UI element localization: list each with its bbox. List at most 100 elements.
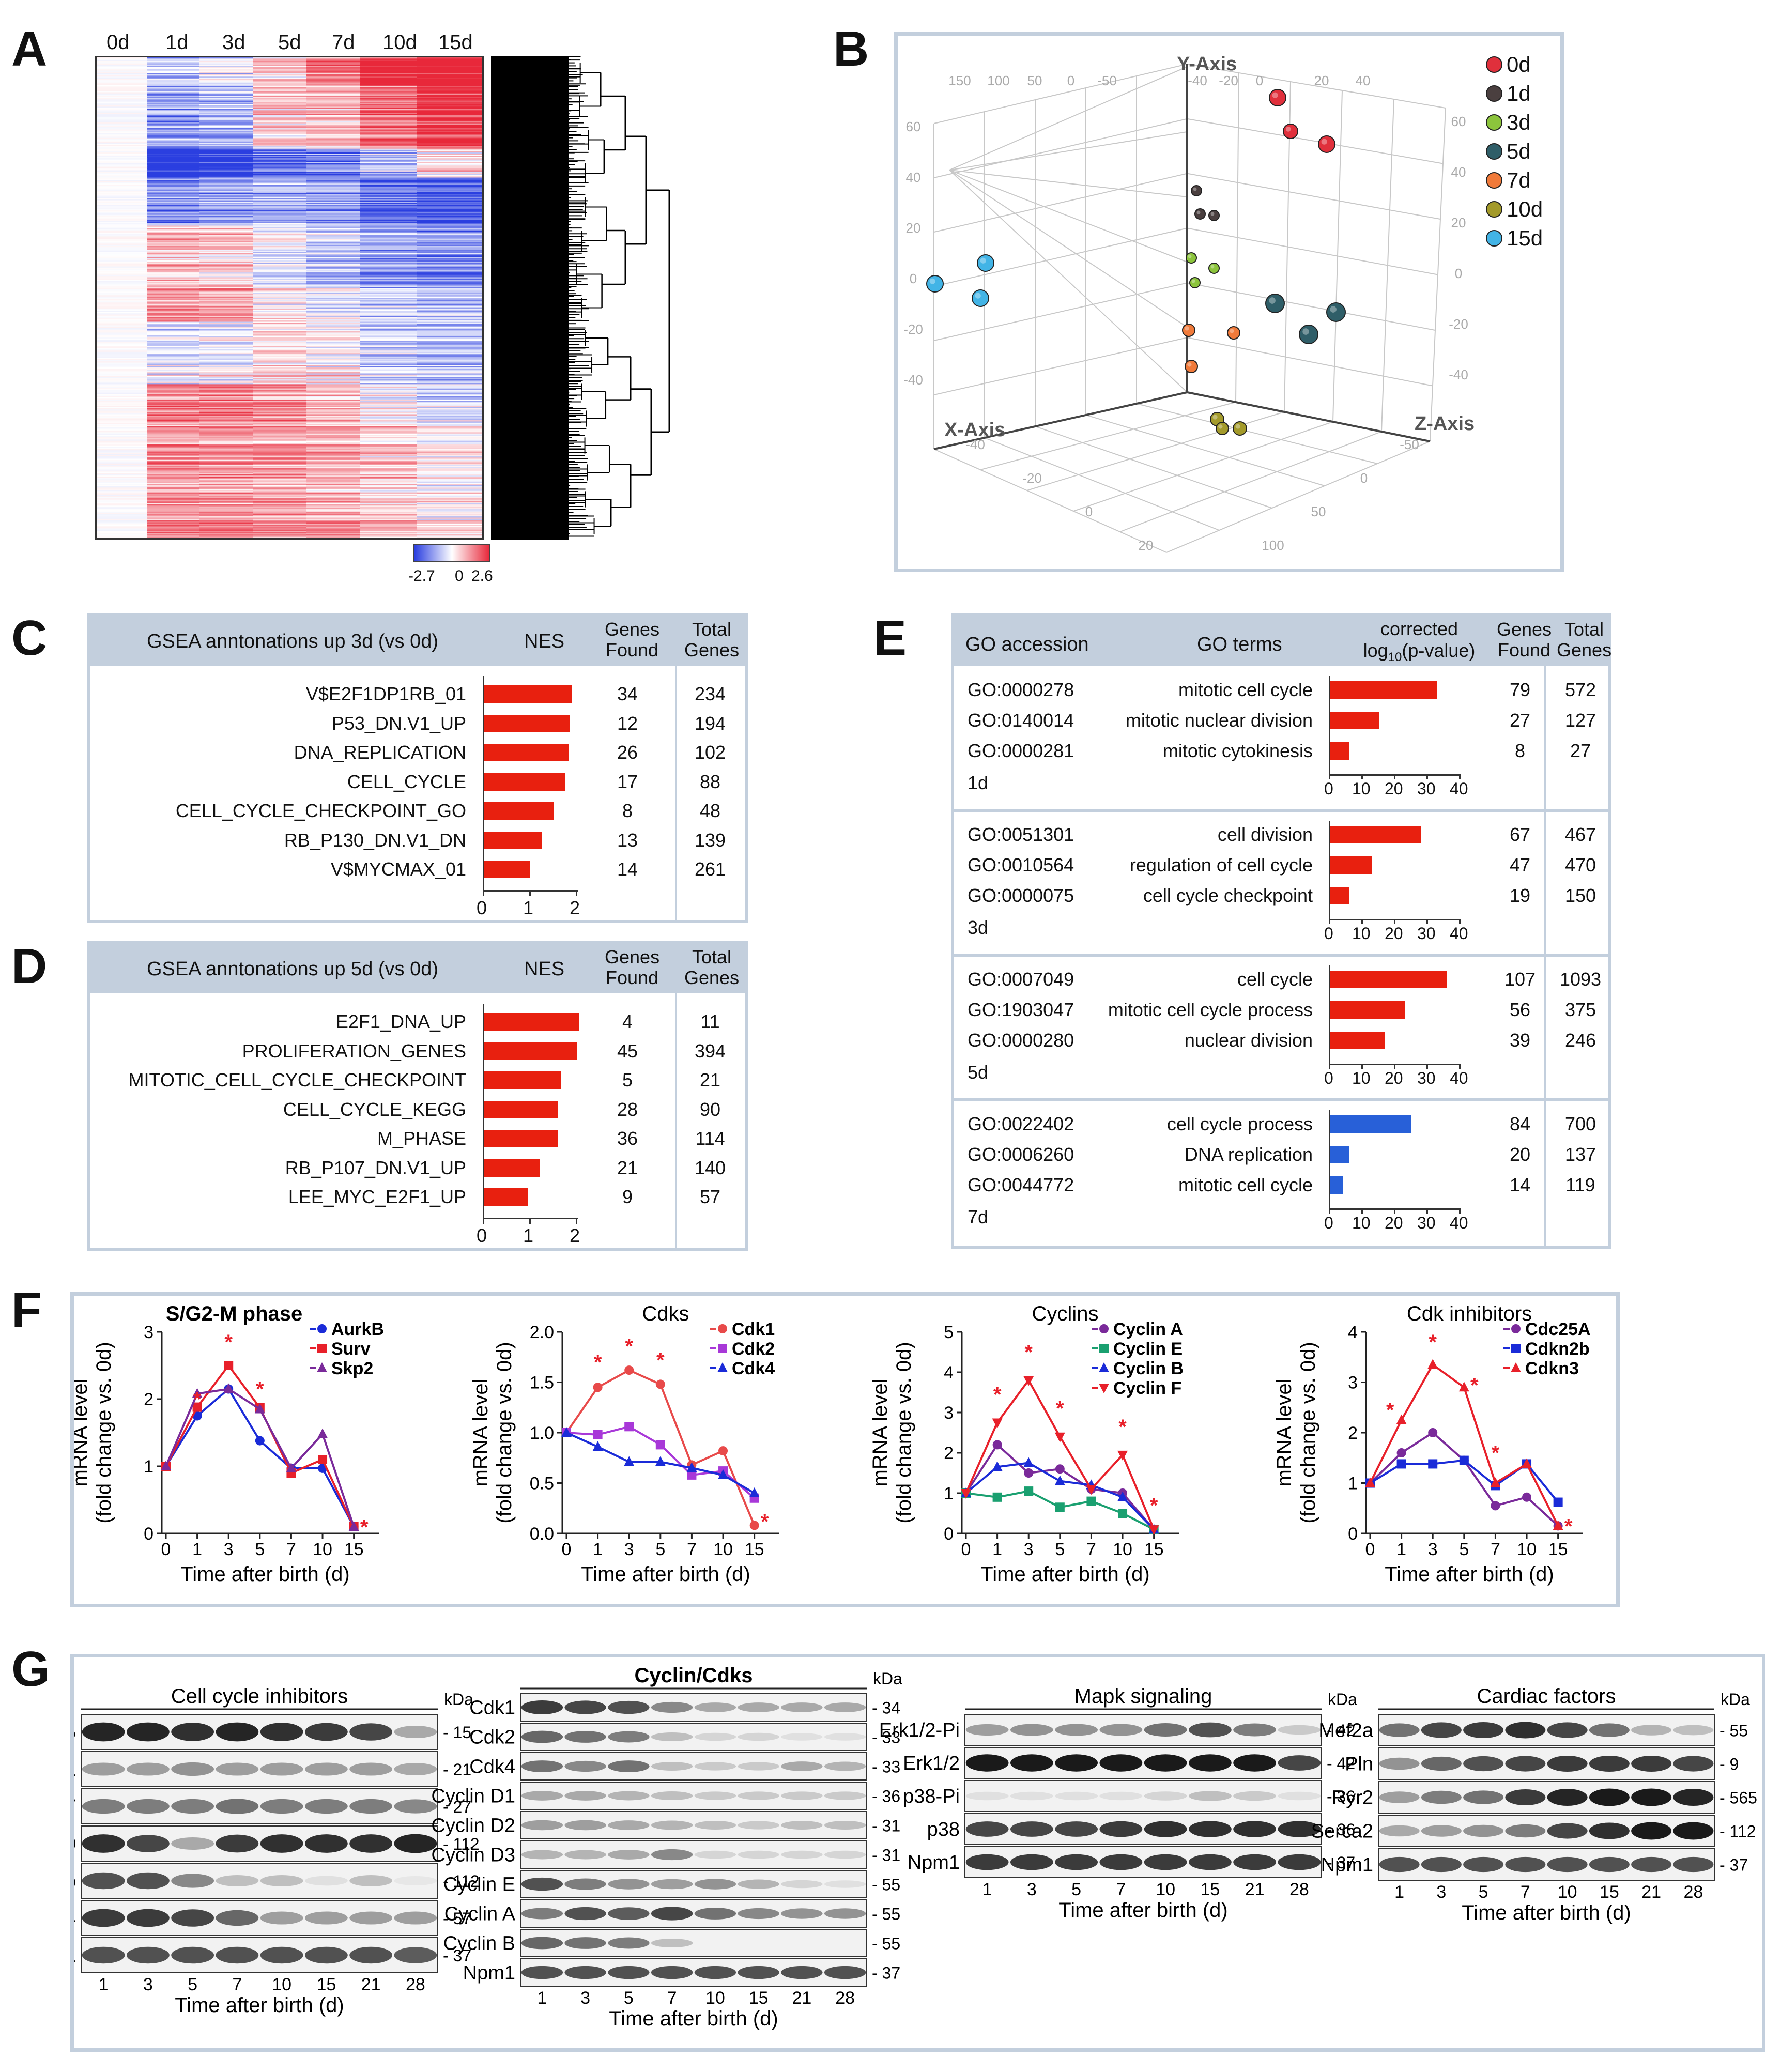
nes-tick-label: 0 [477,897,487,918]
col-total-genes-header: Total Genes [684,619,740,661]
legend-label: Cdkn2b [1525,1339,1590,1359]
blot-band [216,1875,259,1886]
svg-text:50: 50 [1027,73,1042,88]
blot-band [1233,1754,1277,1772]
blot-band [82,1834,125,1853]
blot-band [1144,1723,1187,1737]
legend-marker [717,1362,728,1372]
chart-title: Cdk inhibitors [1407,1302,1532,1325]
blot-kda-label: - 37 [443,1946,471,1965]
blot-band [1055,1791,1098,1801]
blot-band [738,1821,779,1830]
gsea-term-name: RB_P130_DN.V1_DN [284,829,466,851]
blot-row-label: Erk1/2 [903,1753,960,1774]
col-genes-found: Genes Found [1497,619,1552,661]
blot-band [608,1937,650,1949]
blot-timepoint: 28 [835,1988,855,2008]
blot-band [965,1724,1009,1736]
pca-legend-label: 5d [1507,139,1531,163]
blot-row-label: Erk1/2-Pi [879,1720,960,1741]
blot-band [738,1966,779,1979]
heatmap-color-scale [413,544,490,562]
blot-band [1463,1790,1504,1804]
go-tick-label: 20 [1385,779,1403,798]
blot-timepoint: 28 [1683,1882,1703,1902]
data-point [1396,1459,1406,1469]
go-pval-bar [1330,681,1437,699]
blot-band [1421,1790,1462,1804]
blot-band [126,1946,170,1964]
gsea-table-5d: GSEA anntonations up 5d (vs 0d) NES Genes … [87,941,748,1251]
legend-marker [718,1324,727,1333]
go-tick [1459,919,1461,924]
x-tick-label: 1 [992,1540,1002,1559]
genes-found-value: 14 [617,858,638,880]
total-genes-value: 90 [699,1098,721,1120]
go-total-genes: 137 [1564,1144,1596,1165]
blot-band [781,1761,823,1771]
pca-z-axis-label: Z-Axis [1415,413,1475,435]
y-tick-label: 2 [144,1390,153,1409]
col-genes-found-header: Genes Found [605,946,660,988]
svg-text:20: 20 [1451,215,1466,231]
y-tick-label: 2 [1348,1423,1358,1443]
blot-kda-label: - 55 [872,1905,900,1924]
panel-letter-e: E [873,610,907,666]
gsea-term-name: DNA_REPLICATION [294,742,466,763]
blot-band [651,1701,693,1713]
significance-star: * [1492,1442,1500,1465]
y-tick-label: 0 [944,1524,954,1544]
blot-band [126,1909,170,1927]
western-blots-panel: Cell cycle inhibitors kDa p15 - 15 p21 - 21 p2… [70,1654,1765,2052]
go-tick [1426,919,1428,924]
col-pval-line1: corrected [1380,618,1458,639]
blot-band [1505,1722,1546,1739]
blot-row-label: p38-Pi [903,1786,960,1807]
data-point [992,1440,1002,1450]
x-tick-label: 10 [713,1540,733,1559]
col-go-terms: GO terms [1197,634,1282,655]
blot-band [82,1909,125,1927]
blot-x-axis-label: Time after birth (d) [609,2007,778,2030]
blot-row-label: p15 [74,1722,76,1743]
go-total-genes: 375 [1564,999,1596,1020]
blot-band [781,1850,823,1859]
data-point [1055,1464,1065,1474]
nes-tick-label: 0 [477,1224,487,1246]
x-tick-label: 5 [1055,1540,1065,1559]
blot-band [1463,1756,1504,1772]
blot-row-label: Serca2 [1311,1821,1373,1843]
data-point [1086,1496,1096,1506]
blot-band [564,1700,606,1714]
go-tick-label: 10 [1352,1214,1371,1232]
blot-band [564,1731,606,1743]
x-axis-label: Time after birth (d) [180,1563,349,1586]
pca-legend-item: 1d [1486,79,1543,108]
data-point [161,1461,171,1470]
blot-band [260,1834,303,1853]
blot-band [651,1820,693,1830]
blot-band [564,1820,606,1831]
pval-log: log [1363,640,1388,661]
blot-band [1421,1825,1462,1837]
go-total-genes: 27 [1570,740,1591,761]
chart-title: Cyclins [1032,1302,1099,1325]
blot-band [1631,1788,1672,1806]
blot-timepoint: 7 [232,1975,242,1994]
data-point [655,1440,665,1450]
blot-band [260,1723,303,1741]
blot-band [608,1760,650,1772]
go-pval-bar [1330,1115,1411,1133]
go-group-divider [954,1098,1608,1101]
go-genes-found: 8 [1514,740,1526,761]
blot-band [694,1702,736,1712]
go-term: mitotic cell cycle process [1108,999,1313,1020]
blot-band [126,1799,170,1814]
go-pval-bar [1330,742,1349,760]
svg-text:100: 100 [1262,538,1284,553]
blot-band [82,1722,125,1742]
x-tick-label: 15 [1548,1540,1568,1559]
pca-legend-item: 15d [1486,224,1543,253]
go-tick [1459,1208,1461,1214]
blot-kda-label: - 36 [1327,1787,1355,1806]
